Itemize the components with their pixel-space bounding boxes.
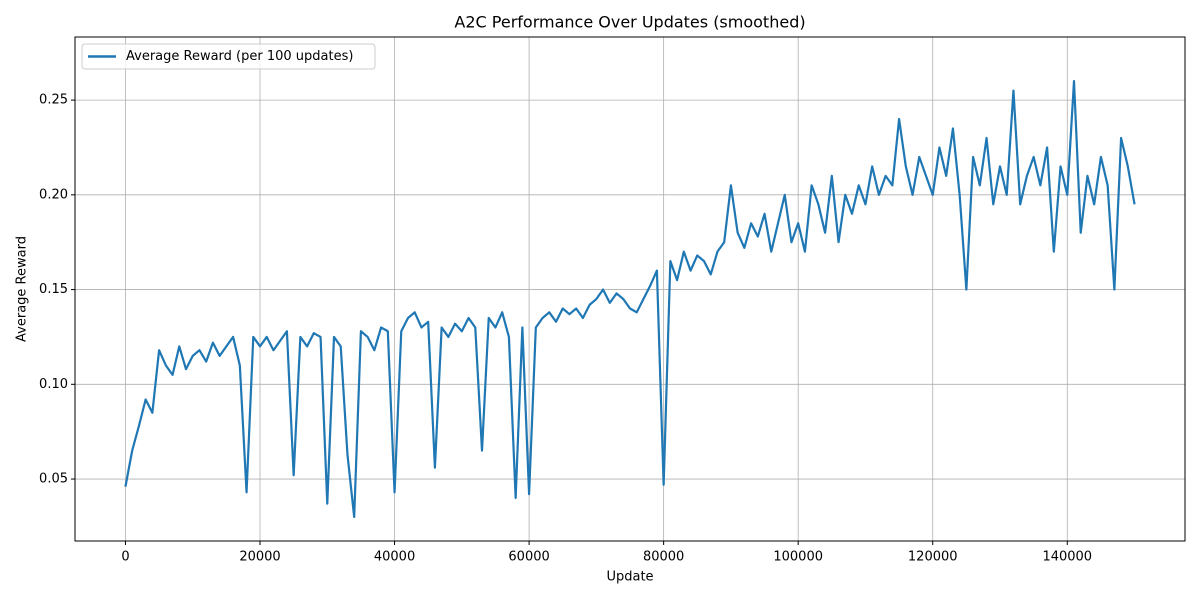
x-tick-label: 80000: [643, 550, 684, 565]
x-tick-label: 40000: [374, 550, 415, 565]
chart-title: A2C Performance Over Updates (smoothed): [454, 13, 805, 32]
y-tick-label: 0.05: [39, 472, 68, 487]
y-tick-label: 0.25: [39, 93, 68, 108]
x-tick-label: 20000: [239, 550, 280, 565]
legend-label: Average Reward (per 100 updates): [126, 49, 353, 64]
y-tick-label: 0.10: [39, 377, 68, 392]
y-tick-label: 0.15: [39, 282, 68, 297]
plot-frame: [74, 36, 1186, 542]
legend-box: [81, 43, 376, 70]
x-tick-label: 100000: [773, 550, 823, 565]
y-axis-label: Average Reward: [15, 236, 30, 342]
x-tick-label: 140000: [1042, 550, 1092, 565]
y-tick-label: 0.20: [39, 187, 68, 202]
x-tick-label: 60000: [508, 550, 549, 565]
x-tick-label: 120000: [908, 550, 958, 565]
data-line: [124, 80, 1136, 519]
x-tick-label: 0: [121, 550, 129, 565]
x-axis-label: Update: [606, 570, 653, 585]
